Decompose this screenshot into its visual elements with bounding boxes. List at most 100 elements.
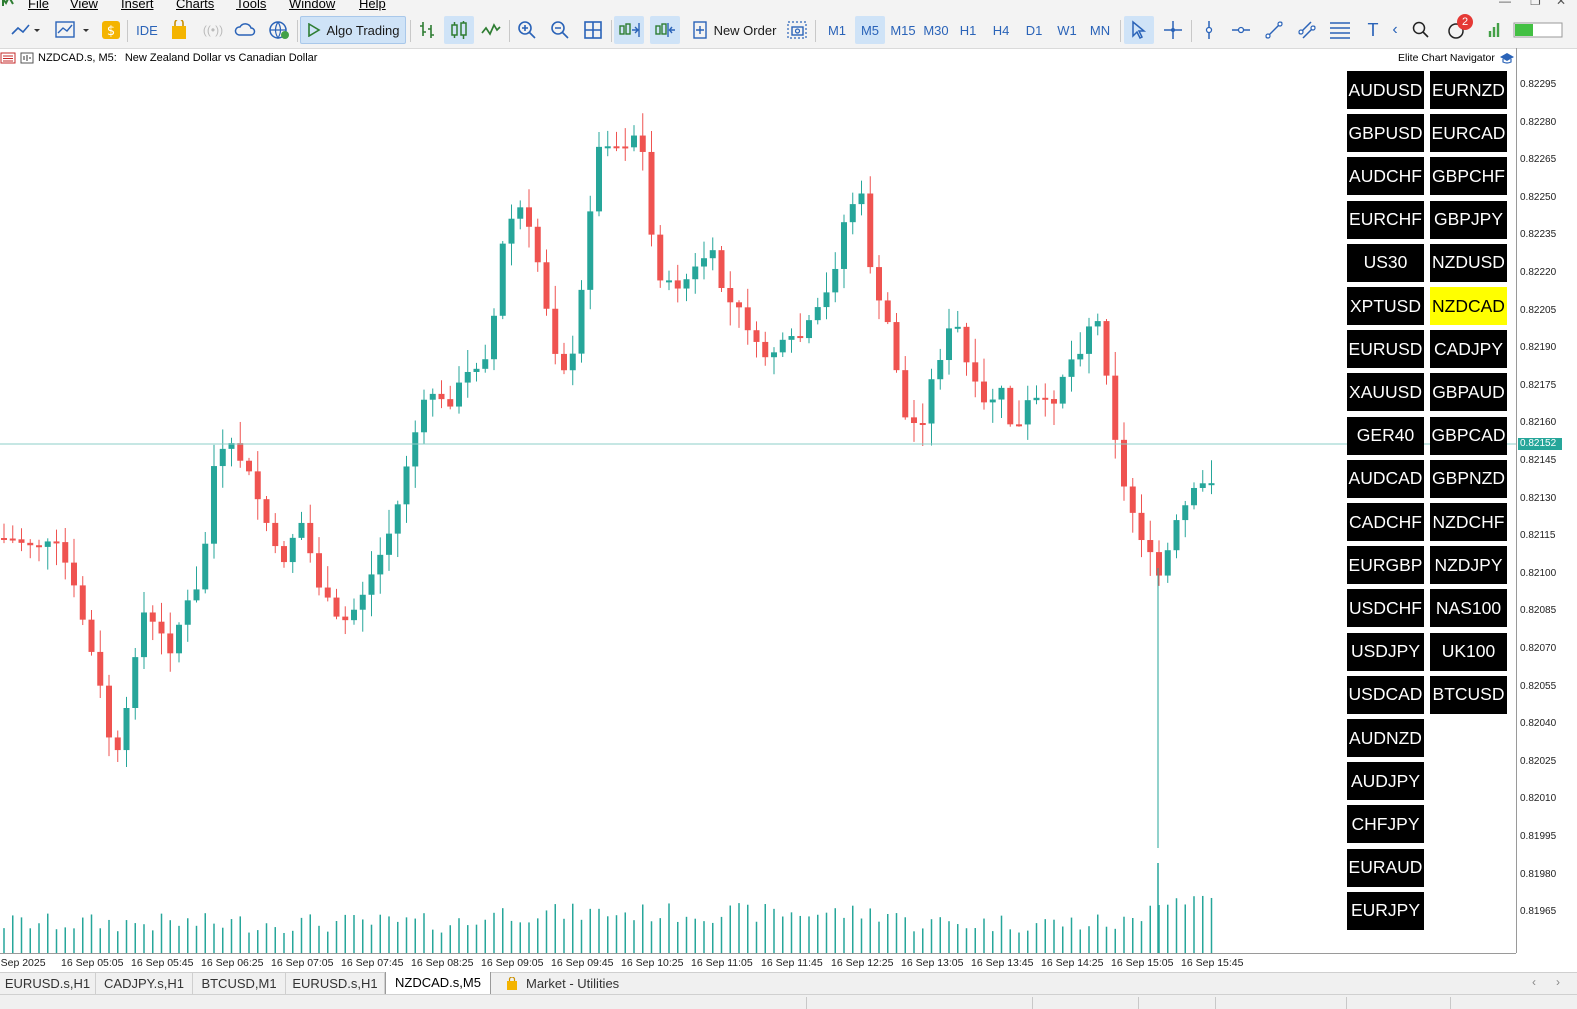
vertical-line-tool-button[interactable]	[1196, 16, 1222, 44]
navigator-button-gbpchf[interactable]: GBPCHF	[1430, 157, 1507, 196]
chart-area[interactable]	[0, 48, 1517, 953]
tabs-scroll-left-icon[interactable]: ‹	[1532, 975, 1536, 989]
navigator-button-usdcad[interactable]: USDCAD	[1347, 675, 1424, 714]
menu-view[interactable]: View	[70, 0, 98, 11]
timeframe-mn[interactable]: MN	[1089, 22, 1111, 38]
navigator-button-cadchf[interactable]: CADCHF	[1347, 503, 1424, 541]
candlestick-chart-button[interactable]	[444, 16, 474, 44]
algo-trading-button[interactable]: Algo Trading	[300, 16, 406, 44]
navigator-button-btcusd[interactable]: BTCUSD	[1430, 675, 1507, 714]
timeframe-d1[interactable]: D1	[1025, 22, 1043, 38]
navigator-button-audjpy[interactable]: AUDJPY	[1347, 762, 1424, 801]
bar-chart-button[interactable]	[414, 16, 440, 44]
timeframe-h1[interactable]: H1	[959, 22, 977, 38]
text-tool-button[interactable]: T	[1360, 16, 1386, 44]
line-chart-button[interactable]	[478, 16, 504, 44]
navigator-button-xauusd[interactable]: XAUUSD	[1347, 373, 1424, 412]
navigator-button-xptusd[interactable]: XPTUSD	[1347, 287, 1424, 325]
navigator-button-us30[interactable]: US30	[1347, 243, 1424, 282]
vps-button[interactable]	[232, 16, 258, 44]
community-button[interactable]	[266, 16, 292, 44]
timeframe-m30[interactable]: M30	[923, 22, 949, 38]
ide-button[interactable]: IDE	[136, 22, 158, 38]
tab-btcusd-m1[interactable]: BTCUSD,M1	[193, 973, 286, 995]
navigator-button-nzdcad[interactable]: NZDCAD	[1430, 287, 1507, 325]
tab-eurusd-h1[interactable]: EURUSD.s,H1	[0, 973, 96, 995]
menu-charts[interactable]: Charts	[176, 0, 215, 11]
navigator-button-chfjpy[interactable]: CHFJPY	[1347, 805, 1424, 844]
market-bag-button[interactable]	[168, 16, 190, 44]
chart-type-icon[interactable]	[20, 52, 34, 64]
line-chart-dropdown[interactable]	[6, 16, 44, 44]
navigator-button-nzdchf[interactable]: NZDCHF	[1430, 503, 1507, 541]
notifications-button[interactable]: 2	[1442, 14, 1473, 44]
minimize-icon[interactable]: —	[1499, 0, 1511, 8]
navigator-button-nzdusd[interactable]: NZDUSD	[1430, 243, 1507, 282]
tile-windows-button[interactable]	[580, 16, 606, 44]
menu-tools[interactable]: Tools	[236, 0, 267, 11]
timeframe-w1[interactable]: W1	[1057, 22, 1077, 38]
tab-eurusd-h1-2[interactable]: EURUSD.s,H1	[286, 973, 385, 995]
tab-market-utilities[interactable]: Market - Utilities	[496, 973, 646, 995]
navigator-button-usdchf[interactable]: USDCHF	[1347, 589, 1424, 628]
navigator-button-gbpcad[interactable]: GBPCAD	[1430, 416, 1507, 455]
navigator-button-euraud[interactable]: EURAUD	[1347, 848, 1424, 887]
navigator-button-audcad[interactable]: AUDCAD	[1347, 459, 1424, 498]
graduation-cap-icon[interactable]	[1499, 52, 1515, 64]
time-axis[interactable]: 16 Sep 2025 16 Sep 05:05 16 Sep 05:45 16 Se…	[0, 953, 1516, 972]
menu-insert[interactable]: Insert	[121, 0, 154, 11]
bars-icon	[420, 22, 434, 38]
navigator-button-gbpnzd[interactable]: GBPNZD	[1430, 459, 1507, 498]
tabs-scroll-right-icon[interactable]: ›	[1556, 975, 1560, 989]
navigator-button-gbpaud[interactable]: GBPAUD	[1430, 373, 1507, 412]
navigator-button-eurjpy[interactable]: EURJPY	[1347, 891, 1424, 930]
search-button[interactable]	[1408, 16, 1434, 44]
navigator-button-eurgbp[interactable]: EURGBP	[1347, 546, 1424, 585]
menu-file[interactable]: File	[28, 0, 49, 11]
navigator-button-nas100[interactable]: NAS100	[1430, 589, 1507, 628]
more-tools-button[interactable]: ‹	[1388, 16, 1402, 44]
chart-shift-button[interactable]	[650, 16, 680, 44]
navigator-button-audnzd[interactable]: AUDNZD	[1347, 719, 1424, 757]
menu-window[interactable]: Window	[289, 0, 336, 11]
navigator-button-usdjpy[interactable]: USDJPY	[1347, 632, 1424, 671]
timeframe-m5[interactable]: M5	[855, 16, 885, 44]
autoscroll-button[interactable]	[614, 16, 644, 44]
navigator-button-eurchf[interactable]: EURCHF	[1347, 200, 1424, 239]
navigator-button-cadjpy[interactable]: CADJPY	[1430, 330, 1507, 369]
navigator-button-nzdjpy[interactable]: NZDJPY	[1430, 546, 1507, 585]
horizontal-line-tool-button[interactable]	[1228, 16, 1254, 44]
navigator-button-audusd[interactable]: AUDUSD	[1347, 71, 1424, 109]
timeframe-m15[interactable]: M15	[890, 22, 916, 38]
price-label: 0.82100	[1520, 567, 1557, 579]
navigator-button-uk100[interactable]: UK100	[1430, 632, 1507, 671]
cursor-tool-button[interactable]	[1124, 16, 1154, 44]
close-icon[interactable]: ✕	[1556, 0, 1567, 8]
timeframe-m1[interactable]: M1	[827, 22, 847, 38]
crosshair-tool-button[interactable]	[1160, 16, 1186, 44]
chart-template-dropdown[interactable]	[52, 16, 92, 44]
restore-icon[interactable]: ❐	[1530, 0, 1541, 8]
price-axis[interactable]: 0.82295 0.82280 0.82265 0.82250 0.82235 0.822…	[1517, 48, 1577, 953]
new-order-button[interactable]: New Order	[688, 16, 780, 44]
navigator-button-eurnzd[interactable]: EURNZD	[1430, 71, 1507, 109]
navigator-button-gbpjpy[interactable]: GBPJPY	[1430, 200, 1507, 239]
menu-help[interactable]: Help	[359, 0, 386, 11]
navigator-button-audchf[interactable]: AUDCHF	[1347, 157, 1424, 196]
zoom-in-button[interactable]	[514, 16, 540, 44]
tab-cadjpy-h1[interactable]: CADJPY.s,H1	[96, 973, 193, 995]
trendline-tool-button[interactable]	[1261, 16, 1287, 44]
zoom-out-button[interactable]	[547, 16, 573, 44]
signals-button[interactable]: ((•))	[200, 16, 226, 44]
screenshot-button[interactable]	[784, 16, 810, 44]
fibonacci-tool-button[interactable]	[1327, 16, 1353, 44]
navigator-button-gbpusd[interactable]: GBPUSD	[1347, 114, 1424, 153]
navigator-button-ger40[interactable]: GER40	[1347, 416, 1424, 455]
market-button[interactable]: $	[100, 16, 122, 44]
navigator-button-eurusd[interactable]: EURUSD	[1347, 330, 1424, 369]
navigator-button-eurcad[interactable]: EURCAD	[1430, 114, 1507, 153]
channel-tool-button[interactable]	[1294, 16, 1320, 44]
chart-list-icon[interactable]	[0, 52, 16, 64]
timeframe-h4[interactable]: H4	[992, 22, 1010, 38]
tab-nzdcad-m5[interactable]: NZDCAD.s,M5	[385, 972, 491, 995]
